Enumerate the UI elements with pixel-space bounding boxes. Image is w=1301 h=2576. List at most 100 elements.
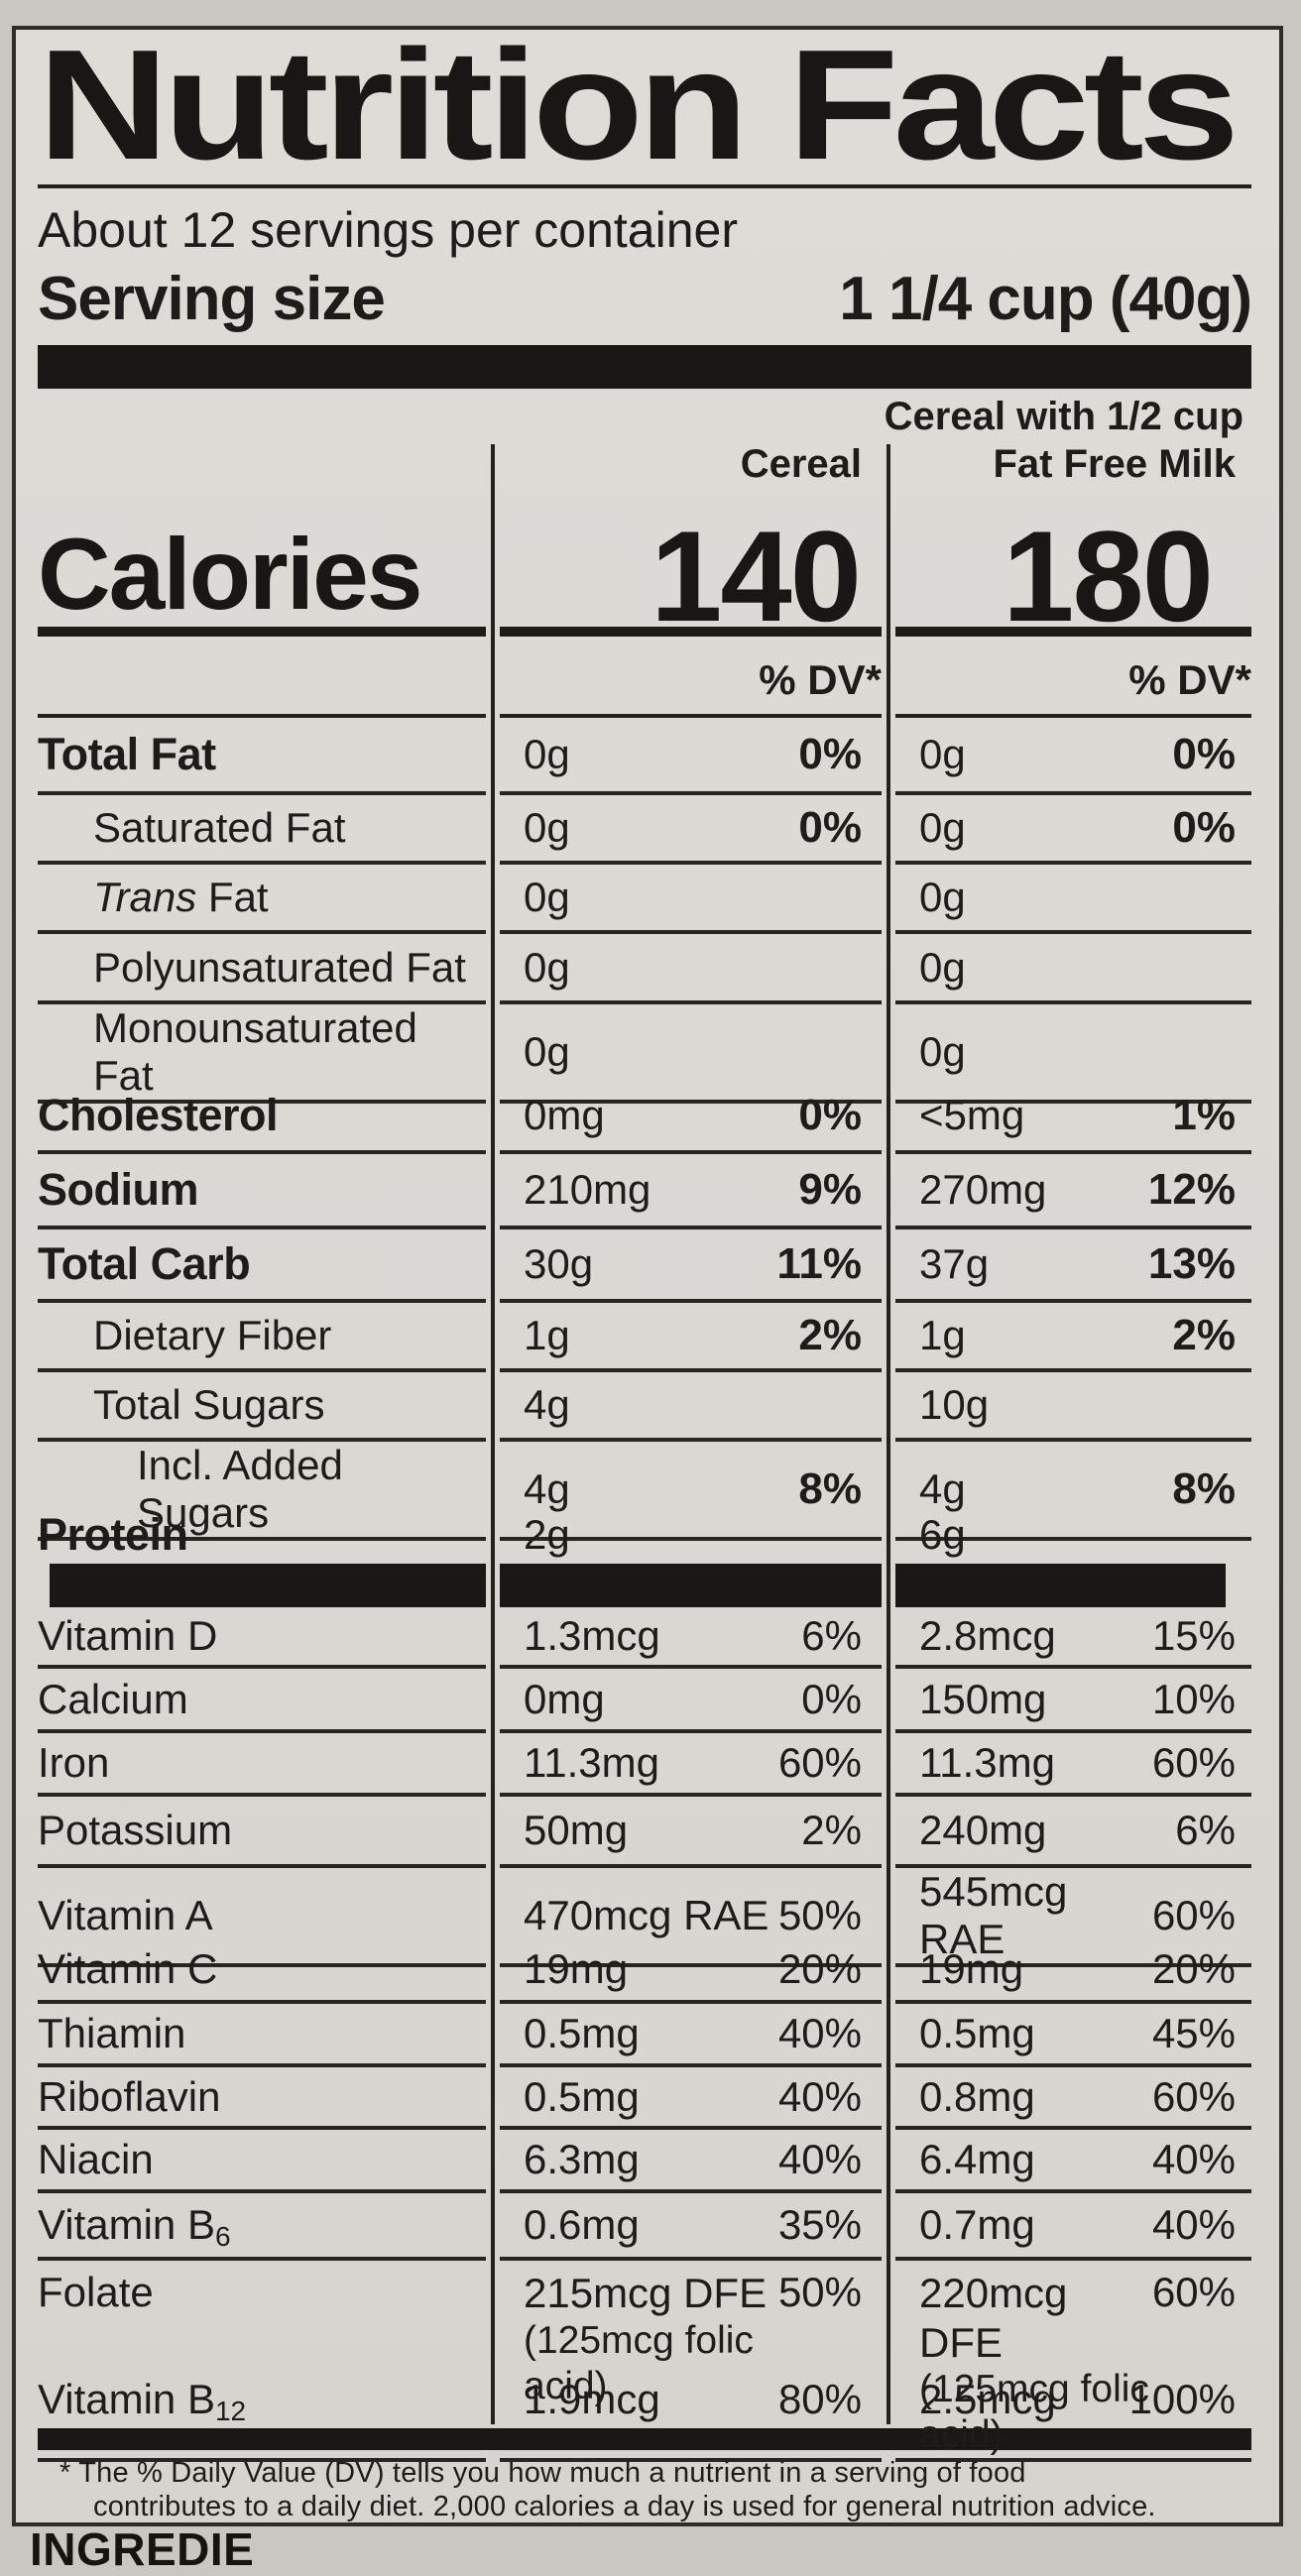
- nutrient-name-italic: Trans: [93, 874, 197, 920]
- cereal-daily-value: 60%: [777, 1739, 862, 1786]
- spacer: [38, 440, 486, 488]
- nutrient-name-text: Dietary Fiber: [93, 1312, 332, 1358]
- cereal-value-cell: 1.9mcg 80%: [500, 2370, 882, 2428]
- cereal-value-cell: 0g: [500, 934, 882, 1004]
- column-headers: Cereal with 1/2 cup Cereal Fat Free Milk: [38, 395, 1251, 506]
- nutrient-name-text: Vitamin C: [38, 1944, 218, 1992]
- table-row: Vitamin B6 0.6mg 35% 0.7mg 40%: [38, 2193, 1251, 2261]
- cereal-value-cell: 0g: [500, 1004, 882, 1104]
- table-row: Sodium 210mg 9% 270mg 12%: [38, 1154, 1251, 1229]
- nutrient-name-text: Polyunsaturated Fat: [93, 943, 466, 991]
- table-row: Vitamin A 470mcg RAE 50% 545mcg RAE 60%: [38, 1868, 1251, 1967]
- nutrient-name-subscript: 12: [214, 2395, 247, 2426]
- milk-amount: 0g: [919, 1028, 966, 1075]
- cereal-daily-value: 9%: [798, 1165, 862, 1214]
- cereal-value-cell: 1g 2%: [500, 1303, 882, 1372]
- rule-segment: [895, 627, 1251, 637]
- cereal-daily-value: 80%: [777, 2375, 862, 2422]
- servings-per-container: About 12 servings per container: [38, 202, 738, 258]
- nutrient-name-text: Monounsaturated Fat: [93, 1004, 417, 1099]
- table-row: Protein 2g 6g: [38, 1505, 1251, 1564]
- nutrient-name: Protein: [38, 1505, 486, 1564]
- cereal-amount: 1.3mcg: [524, 1612, 660, 1659]
- calories-cereal-value: 140: [650, 503, 862, 648]
- milk-value-cell: 150mg 10%: [895, 1669, 1251, 1733]
- nutrient-name-text: Vitamin B12: [38, 2375, 247, 2426]
- nutrient-name: Cholesterol: [38, 1080, 486, 1154]
- nutrient-name: Vitamin A: [38, 1868, 486, 1967]
- nutrient-name: Iron: [38, 1733, 486, 1797]
- cereal-daily-value: 0%: [798, 730, 862, 778]
- milk-column-header-line1: Cereal with 1/2 cup: [884, 395, 1243, 438]
- milk-amount: 1g: [919, 1312, 966, 1358]
- serving-size-value: 1 1/4 cup (40g): [839, 265, 1252, 333]
- cereal-value-cell: 4g 8%: [500, 1442, 882, 1541]
- spacer: [38, 637, 486, 718]
- cereal-column-header: Cereal: [740, 442, 862, 486]
- nutrient-name: Vitamin B6: [38, 2193, 486, 2261]
- nutrient-name-text: Thiamin: [38, 2010, 186, 2056]
- column-header-line2: Cereal Fat Free Milk: [38, 440, 1251, 488]
- cereal-value-cell: 0g 0%: [500, 795, 882, 865]
- nutrient-name-text: Cholesterol: [38, 1089, 279, 1140]
- milk-daily-value: 8%: [1172, 1464, 1236, 1513]
- nutrient-name: Saturated Fat: [38, 795, 486, 865]
- table-row: Iron 11.3mg 60% 11.3mg 60%: [38, 1733, 1251, 1797]
- cereal-amount: 215mcg DFE (125mcg folic acid): [524, 2269, 778, 2409]
- nutrient-name: Riboflavin: [38, 2067, 486, 2130]
- milk-value-cell: 4g 8%: [895, 1442, 1251, 1541]
- milk-value-cell: 240mg 6%: [895, 1797, 1251, 1868]
- milk-amount: 240mg: [919, 1807, 1047, 1853]
- cereal-value-cell: 0.5mg 40%: [500, 2067, 882, 2130]
- cereal-daily-value: 0%: [798, 803, 862, 852]
- table-row: Niacin 6.3mg 40% 6.4mg 40%: [38, 2130, 1251, 2193]
- nutrient-name-text: Potassium: [38, 1807, 233, 1853]
- table-row: Potassium 50mg 2% 240mg 6%: [38, 1797, 1251, 1868]
- table-row: Monounsaturated Fat 0g 0g: [38, 1004, 1251, 1104]
- footnote-line-2: contributes to a daily diet. 2,000 calor…: [93, 2491, 1156, 2522]
- cereal-daily-value: 40%: [777, 2072, 862, 2120]
- cereal-value-cell: 11.3mg 60%: [500, 1733, 882, 1797]
- milk-value-cell: 0g: [895, 934, 1251, 1004]
- thick-separator-bar-top: [38, 345, 1251, 389]
- table-row: Dietary Fiber 1g 2% 1g 2%: [38, 1303, 1251, 1372]
- dv-header-milk: % DV*: [895, 637, 1251, 718]
- nutrient-name: Total Sugars: [38, 1372, 486, 1442]
- table-row: Total Sugars 4g 10g: [38, 1372, 1251, 1442]
- nutrient-name-text: Iron: [38, 1739, 110, 1786]
- footnote-line-1: * The % Daily Value (DV) tells you how m…: [59, 2457, 1026, 2489]
- milk-value-cell: 0g 0%: [895, 718, 1251, 795]
- cereal-amount: 0g: [524, 874, 570, 920]
- milk-amount: 19mg: [919, 1944, 1024, 1992]
- nutrient-name-text: Riboflavin: [38, 2072, 221, 2120]
- nutrient-name: Calcium: [38, 1669, 486, 1733]
- milk-amount-line1: 220mcg DFE: [919, 2270, 1068, 2366]
- table-row: Cholesterol 0mg 0% <5mg 1%: [38, 1080, 1251, 1154]
- cereal-daily-value: 50%: [777, 2269, 862, 2315]
- cereal-amount: 2g: [524, 1510, 570, 1558]
- milk-daily-value: 40%: [1151, 2201, 1236, 2248]
- milk-value-cell: 0.8mg 60%: [895, 2067, 1251, 2130]
- cereal-value-cell: 0g 0%: [500, 718, 882, 795]
- nutrient-name: Total Fat: [38, 718, 486, 795]
- cereal-amount: 0g: [524, 804, 570, 851]
- table-row: Total Carb 30g 11% 37g 13%: [38, 1229, 1251, 1303]
- milk-column-header-line2: Fat Free Milk: [993, 442, 1236, 486]
- cereal-value-cell: 0mg 0%: [500, 1080, 882, 1154]
- table-row: Vitamin D 1.3mcg 6% 2.8mcg 15%: [38, 1607, 1251, 1669]
- calories-underline: [38, 627, 1251, 637]
- nutrient-name-text: Total Sugars: [93, 1381, 325, 1428]
- milk-amount: 545mcg RAE: [919, 1868, 1068, 1962]
- milk-daily-value: 60%: [1151, 2269, 1236, 2315]
- milk-value-cell: 19mg 20%: [895, 1937, 1251, 2004]
- milk-value-cell: <5mg 1%: [895, 1080, 1251, 1154]
- serving-size-row: Serving size 1 1/4 cup (40g): [38, 265, 1252, 333]
- table-row: Total Fat 0g 0% 0g 0%: [38, 718, 1251, 795]
- table-row: Thiamin 0.5mg 40% 0.5mg 45%: [38, 2004, 1251, 2067]
- milk-amount: 2.5mcg: [919, 2375, 1056, 2422]
- table-row: Saturated Fat 0g 0% 0g 0%: [38, 795, 1251, 865]
- milk-value-cell: 270mg 12%: [895, 1154, 1251, 1229]
- milk-value-cell: 545mcg RAE 60%: [895, 1868, 1251, 1967]
- nutrient-name-text: Calcium: [38, 1675, 188, 1722]
- milk-value-cell: 6g: [895, 1505, 1251, 1564]
